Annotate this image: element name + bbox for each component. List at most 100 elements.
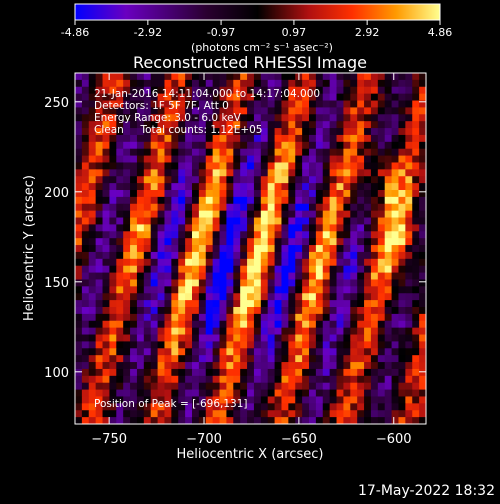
heatmap-pixel (260, 100, 269, 108)
heatmap-pixel (343, 238, 351, 246)
heatmap-pixel (102, 307, 110, 315)
heatmap-pixel (150, 73, 158, 81)
heatmap-pixel (384, 348, 392, 356)
heatmap-pixel (253, 403, 262, 411)
heatmap-pixel (288, 238, 296, 246)
heatmap-pixel (233, 217, 241, 225)
heatmap-pixel (329, 334, 337, 342)
heatmap-pixel (357, 176, 365, 184)
heatmap-pixel (81, 307, 90, 315)
heatmap-pixel (405, 183, 413, 191)
heatmap-pixel (405, 190, 413, 198)
heatmap-pixel (81, 272, 90, 280)
heatmap-pixel (130, 410, 138, 418)
heatmap-pixel (136, 183, 145, 191)
heatmap-pixel (253, 121, 262, 129)
heatmap-pixel (405, 320, 413, 329)
heatmap-pixel (178, 196, 186, 205)
heatmap-pixel (419, 79, 426, 88)
heatmap-pixel (309, 313, 317, 322)
heatmap-pixel (370, 176, 379, 184)
heatmap-pixel (419, 375, 426, 384)
heatmap-pixel (157, 368, 165, 377)
heatmap-pixel (322, 403, 331, 411)
heatmap-pixel (391, 217, 399, 225)
colorbar-tick-label: 4.86 (428, 26, 453, 39)
heatmap-pixel (357, 210, 365, 218)
heatmap-pixel (309, 196, 317, 205)
heatmap-pixel (95, 348, 103, 356)
heatmap-pixel (281, 148, 289, 156)
heatmap-pixel (150, 100, 158, 108)
heatmap-pixel (150, 245, 158, 253)
heatmap-pixel (377, 121, 386, 129)
heatmap-pixel (288, 114, 296, 122)
heatmap-pixel (398, 417, 406, 424)
heatmap-pixel (309, 417, 317, 424)
heatmap-pixel (178, 307, 186, 315)
heatmap-pixel (212, 128, 220, 136)
heatmap-pixel (281, 327, 289, 335)
heatmap-pixel (109, 169, 117, 177)
heatmap-pixel (233, 375, 241, 384)
heatmap-pixel (192, 258, 200, 267)
heatmap-pixel (171, 320, 179, 329)
heatmap-pixel (329, 203, 337, 212)
heatmap-pixel (370, 396, 379, 404)
heatmap-pixel (357, 155, 365, 163)
heatmap-pixel (143, 389, 152, 397)
heatmap-pixel (123, 245, 131, 253)
heatmap-pixel (274, 368, 282, 377)
heatmap-pixel (164, 313, 172, 322)
heatmap-pixel (419, 210, 426, 218)
heatmap-pixel (260, 251, 269, 260)
heatmap-pixel (233, 134, 241, 143)
heatmap-pixel (295, 382, 303, 390)
heatmap-pixel (185, 114, 193, 122)
heatmap-pixel (143, 155, 152, 163)
heatmap-pixel (357, 417, 365, 424)
heatmap-pixel (247, 410, 255, 418)
heatmap-pixel (343, 114, 351, 122)
heatmap-pixel (302, 313, 310, 322)
heatmap-pixel (185, 403, 193, 411)
heatmap-pixel (260, 382, 269, 390)
heatmap-pixel (95, 293, 103, 301)
heatmap-pixel (350, 134, 358, 143)
heatmap-pixel (288, 224, 296, 232)
heatmap-pixel (295, 162, 303, 170)
heatmap-pixel (116, 327, 124, 335)
heatmap-pixel (405, 238, 413, 246)
heatmap-pixel (419, 224, 426, 232)
heatmap-pixel (370, 73, 379, 81)
heatmap-pixel (364, 410, 372, 418)
heatmap-pixel (88, 313, 97, 322)
heatmap-pixel (143, 382, 152, 390)
heatmap-pixel (350, 183, 358, 191)
heatmap-pixel (322, 334, 331, 342)
heatmap-pixel (185, 258, 193, 267)
heatmap-pixel (205, 100, 214, 108)
heatmap-pixel (178, 355, 186, 363)
heatmap-pixel (226, 93, 234, 101)
heatmap-pixel (192, 238, 200, 246)
heatmap-pixel (130, 396, 138, 404)
heatmap-pixel (143, 334, 152, 342)
heatmap-pixel (253, 327, 262, 335)
heatmap-pixel (377, 176, 386, 184)
heatmap-pixel (281, 86, 289, 95)
heatmap-pixel (329, 355, 337, 363)
heatmap-pixel (343, 300, 351, 308)
heatmap-pixel (315, 327, 324, 335)
heatmap-pixel (185, 238, 193, 246)
heatmap-pixel (157, 300, 165, 308)
heatmap-pixel (419, 286, 426, 294)
heatmap-pixel (398, 128, 406, 136)
heatmap-pixel (398, 155, 406, 163)
heatmap-pixel (102, 203, 110, 212)
heatmap-pixel (315, 107, 324, 115)
heatmap-pixel (364, 73, 372, 81)
heatmap-pixel (315, 190, 324, 198)
heatmap-pixel (95, 238, 103, 246)
heatmap-pixel (123, 169, 131, 177)
